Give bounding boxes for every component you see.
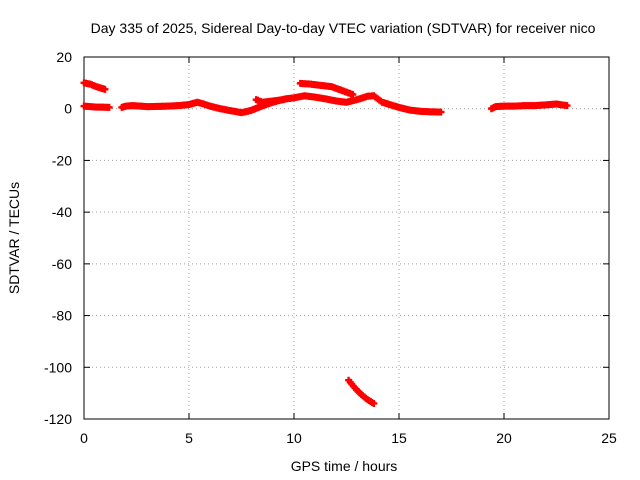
x-tick-labels: 0 5 10 15 20 25 (80, 430, 617, 446)
y-tick-label: -80 (52, 308, 72, 324)
x-tick-label: 0 (80, 430, 88, 446)
x-tick-label: 10 (286, 430, 302, 446)
data-point (280, 96, 287, 104)
chart-title: Day 335 of 2025, Sidereal Day-to-day VTE… (91, 20, 596, 36)
data-point (370, 399, 378, 407)
x-axis-label: GPS time / hours (291, 458, 398, 474)
data-point (101, 85, 109, 93)
y-tick-label: -120 (44, 411, 72, 427)
grid (84, 57, 609, 419)
y-axis-label: SDTVAR / TECUs (6, 182, 22, 294)
data-point (437, 108, 445, 116)
x-tick-label: 25 (601, 430, 617, 446)
y-tick-label: 20 (56, 49, 72, 65)
y-tick-label: 0 (64, 101, 72, 117)
x-tick-label: 15 (391, 430, 407, 446)
data-point (105, 103, 113, 111)
x-tick-label: 20 (496, 430, 512, 446)
plot-frame (83, 56, 610, 420)
y-tick-label: -40 (52, 204, 72, 220)
ticks (83, 56, 610, 420)
data-point (349, 90, 357, 98)
y-tick-label: -60 (52, 256, 72, 272)
data-point (563, 102, 571, 110)
y-tick-label: -20 (52, 152, 72, 168)
y-tick-label: -100 (44, 359, 72, 375)
data-points (80, 79, 571, 407)
x-tick-label: 5 (185, 430, 193, 446)
y-tick-labels: -120 -100 -80 -60 -40 -20 0 20 (44, 49, 72, 427)
